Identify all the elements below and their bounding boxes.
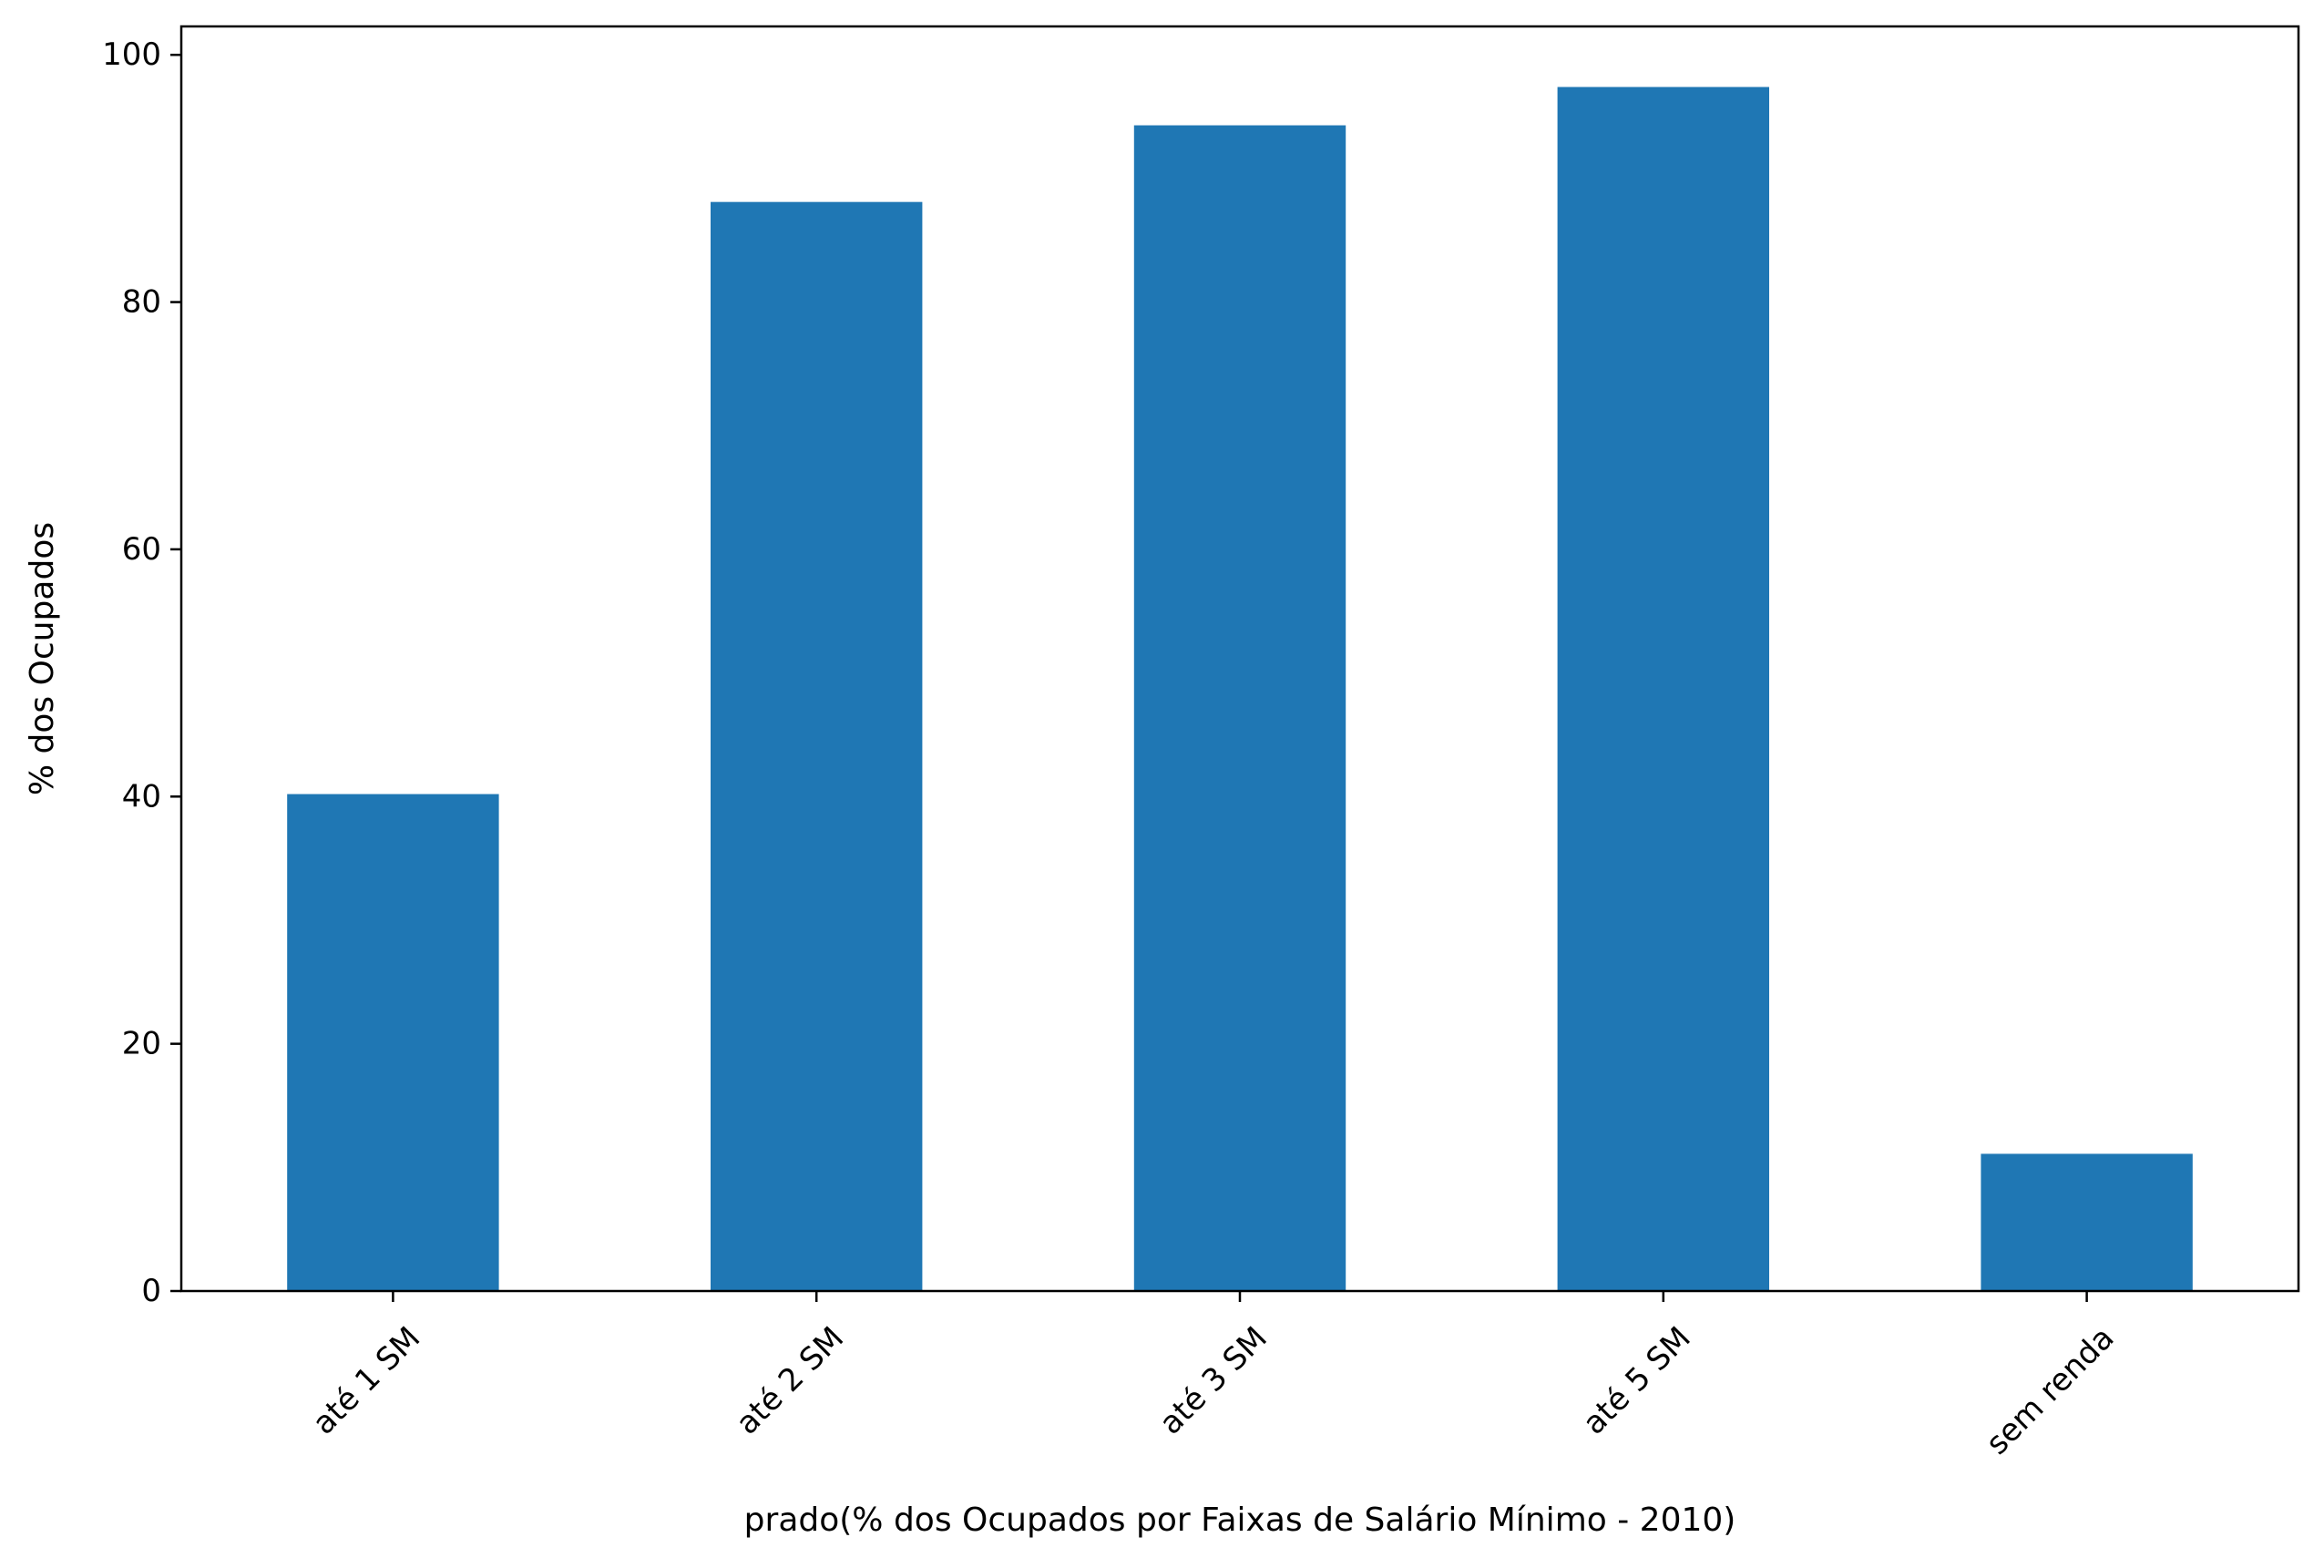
bar-3: [1133, 125, 1346, 1292]
y-tick-label: 100: [102, 36, 161, 73]
y-tick-label: 20: [122, 1026, 161, 1062]
y-axis-label: % dos Ocupados: [24, 522, 61, 795]
bars-group: [287, 87, 2193, 1292]
x-axis-label: prado(% dos Ocupados por Faixas de Salár…: [744, 1501, 1736, 1539]
y-axis: 0 20 40 60 80 100: [102, 36, 181, 1309]
x-tick-label: até 3 SM: [1152, 1320, 1275, 1442]
y-tick-label: 60: [122, 531, 161, 568]
y-tick-label: 40: [122, 778, 161, 815]
bar-2: [711, 201, 923, 1292]
bar-5: [1981, 1153, 2193, 1291]
x-axis: até 1 SM até 2 SM até 3 SM até 5 SM sem rend…: [305, 1291, 2121, 1462]
bar-4: [1557, 87, 1769, 1291]
x-tick-label: até 5 SM: [1576, 1320, 1698, 1442]
y-tick-label: 80: [122, 284, 161, 321]
x-tick-label: até 1 SM: [305, 1320, 427, 1442]
x-tick-label: até 2 SM: [729, 1320, 851, 1442]
x-tick-label: sem renda: [1979, 1320, 2121, 1462]
y-tick-label: 0: [141, 1273, 161, 1309]
bar-1: [287, 794, 499, 1291]
